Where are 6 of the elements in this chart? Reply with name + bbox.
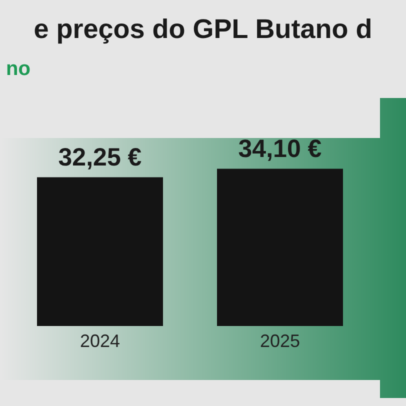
data-label: 32,25 € <box>58 143 142 172</box>
x-tick-label: 2024 <box>80 330 120 351</box>
x-tick-label: 2025 <box>260 330 300 351</box>
chart-title: e preços do GPL Butano d <box>32 14 374 45</box>
data-label: 34,10 € <box>238 134 322 163</box>
chart-subtitle: no <box>6 58 30 81</box>
